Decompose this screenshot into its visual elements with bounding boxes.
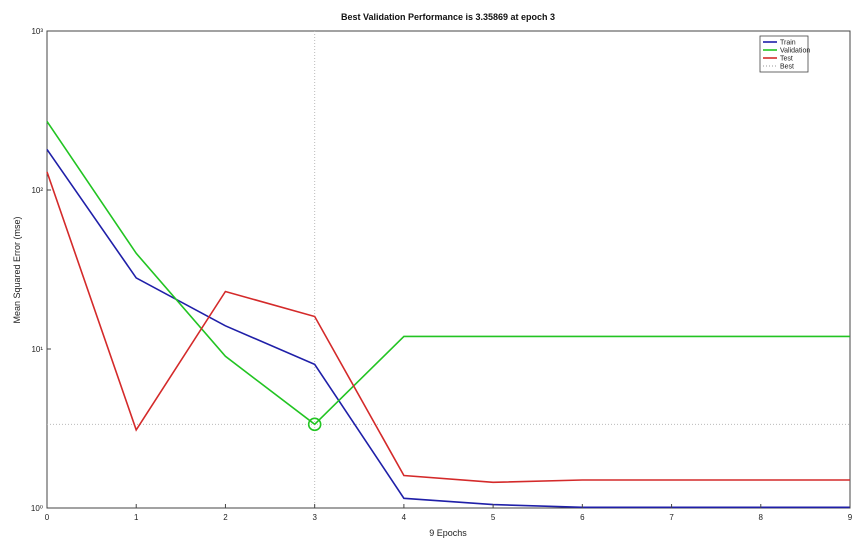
y-tick-label: 10⁰ — [31, 504, 43, 513]
y-tick-label: 10² — [31, 186, 43, 195]
x-tick-label: 3 — [312, 513, 317, 522]
chart-title: Best Validation Performance is 3.35869 a… — [341, 12, 555, 22]
best-reference-lines — [47, 31, 850, 508]
legend-label-test: Test — [780, 56, 793, 63]
x-tick-label: 9 — [848, 513, 853, 522]
legend-label-train: Train — [780, 40, 796, 47]
best-marker-layer — [307, 417, 322, 432]
x-tick-label: 6 — [580, 513, 585, 522]
series-line-test — [46, 171, 850, 484]
legend-label-validation: Validation — [780, 48, 810, 55]
series-line-train — [46, 148, 850, 509]
y-axis-title: Mean Squared Error (mse) — [12, 216, 22, 323]
x-tick-label: 7 — [669, 513, 674, 522]
x-axis-title: 9 Epochs — [429, 528, 467, 538]
series-line-validation — [46, 120, 850, 426]
y-tick-label: 10¹ — [31, 345, 43, 354]
x-tick-label: 0 — [45, 513, 50, 522]
x-tick-label: 1 — [134, 513, 139, 522]
y-axis: 10⁰ 10¹ 10² 10³ — [31, 27, 51, 513]
plot-area — [46, 30, 851, 509]
legend-label-best: Best — [780, 64, 794, 71]
x-axis: 0 1 2 3 4 5 6 7 8 9 — [45, 504, 853, 522]
y-tick-label: 10³ — [31, 27, 43, 36]
x-tick-label: 8 — [759, 513, 764, 522]
x-tick-label: 2 — [223, 513, 228, 522]
x-tick-label: 4 — [402, 513, 407, 522]
x-tick-label: 5 — [491, 513, 496, 522]
series-layer — [46, 120, 850, 509]
best-point-marker — [307, 417, 322, 432]
